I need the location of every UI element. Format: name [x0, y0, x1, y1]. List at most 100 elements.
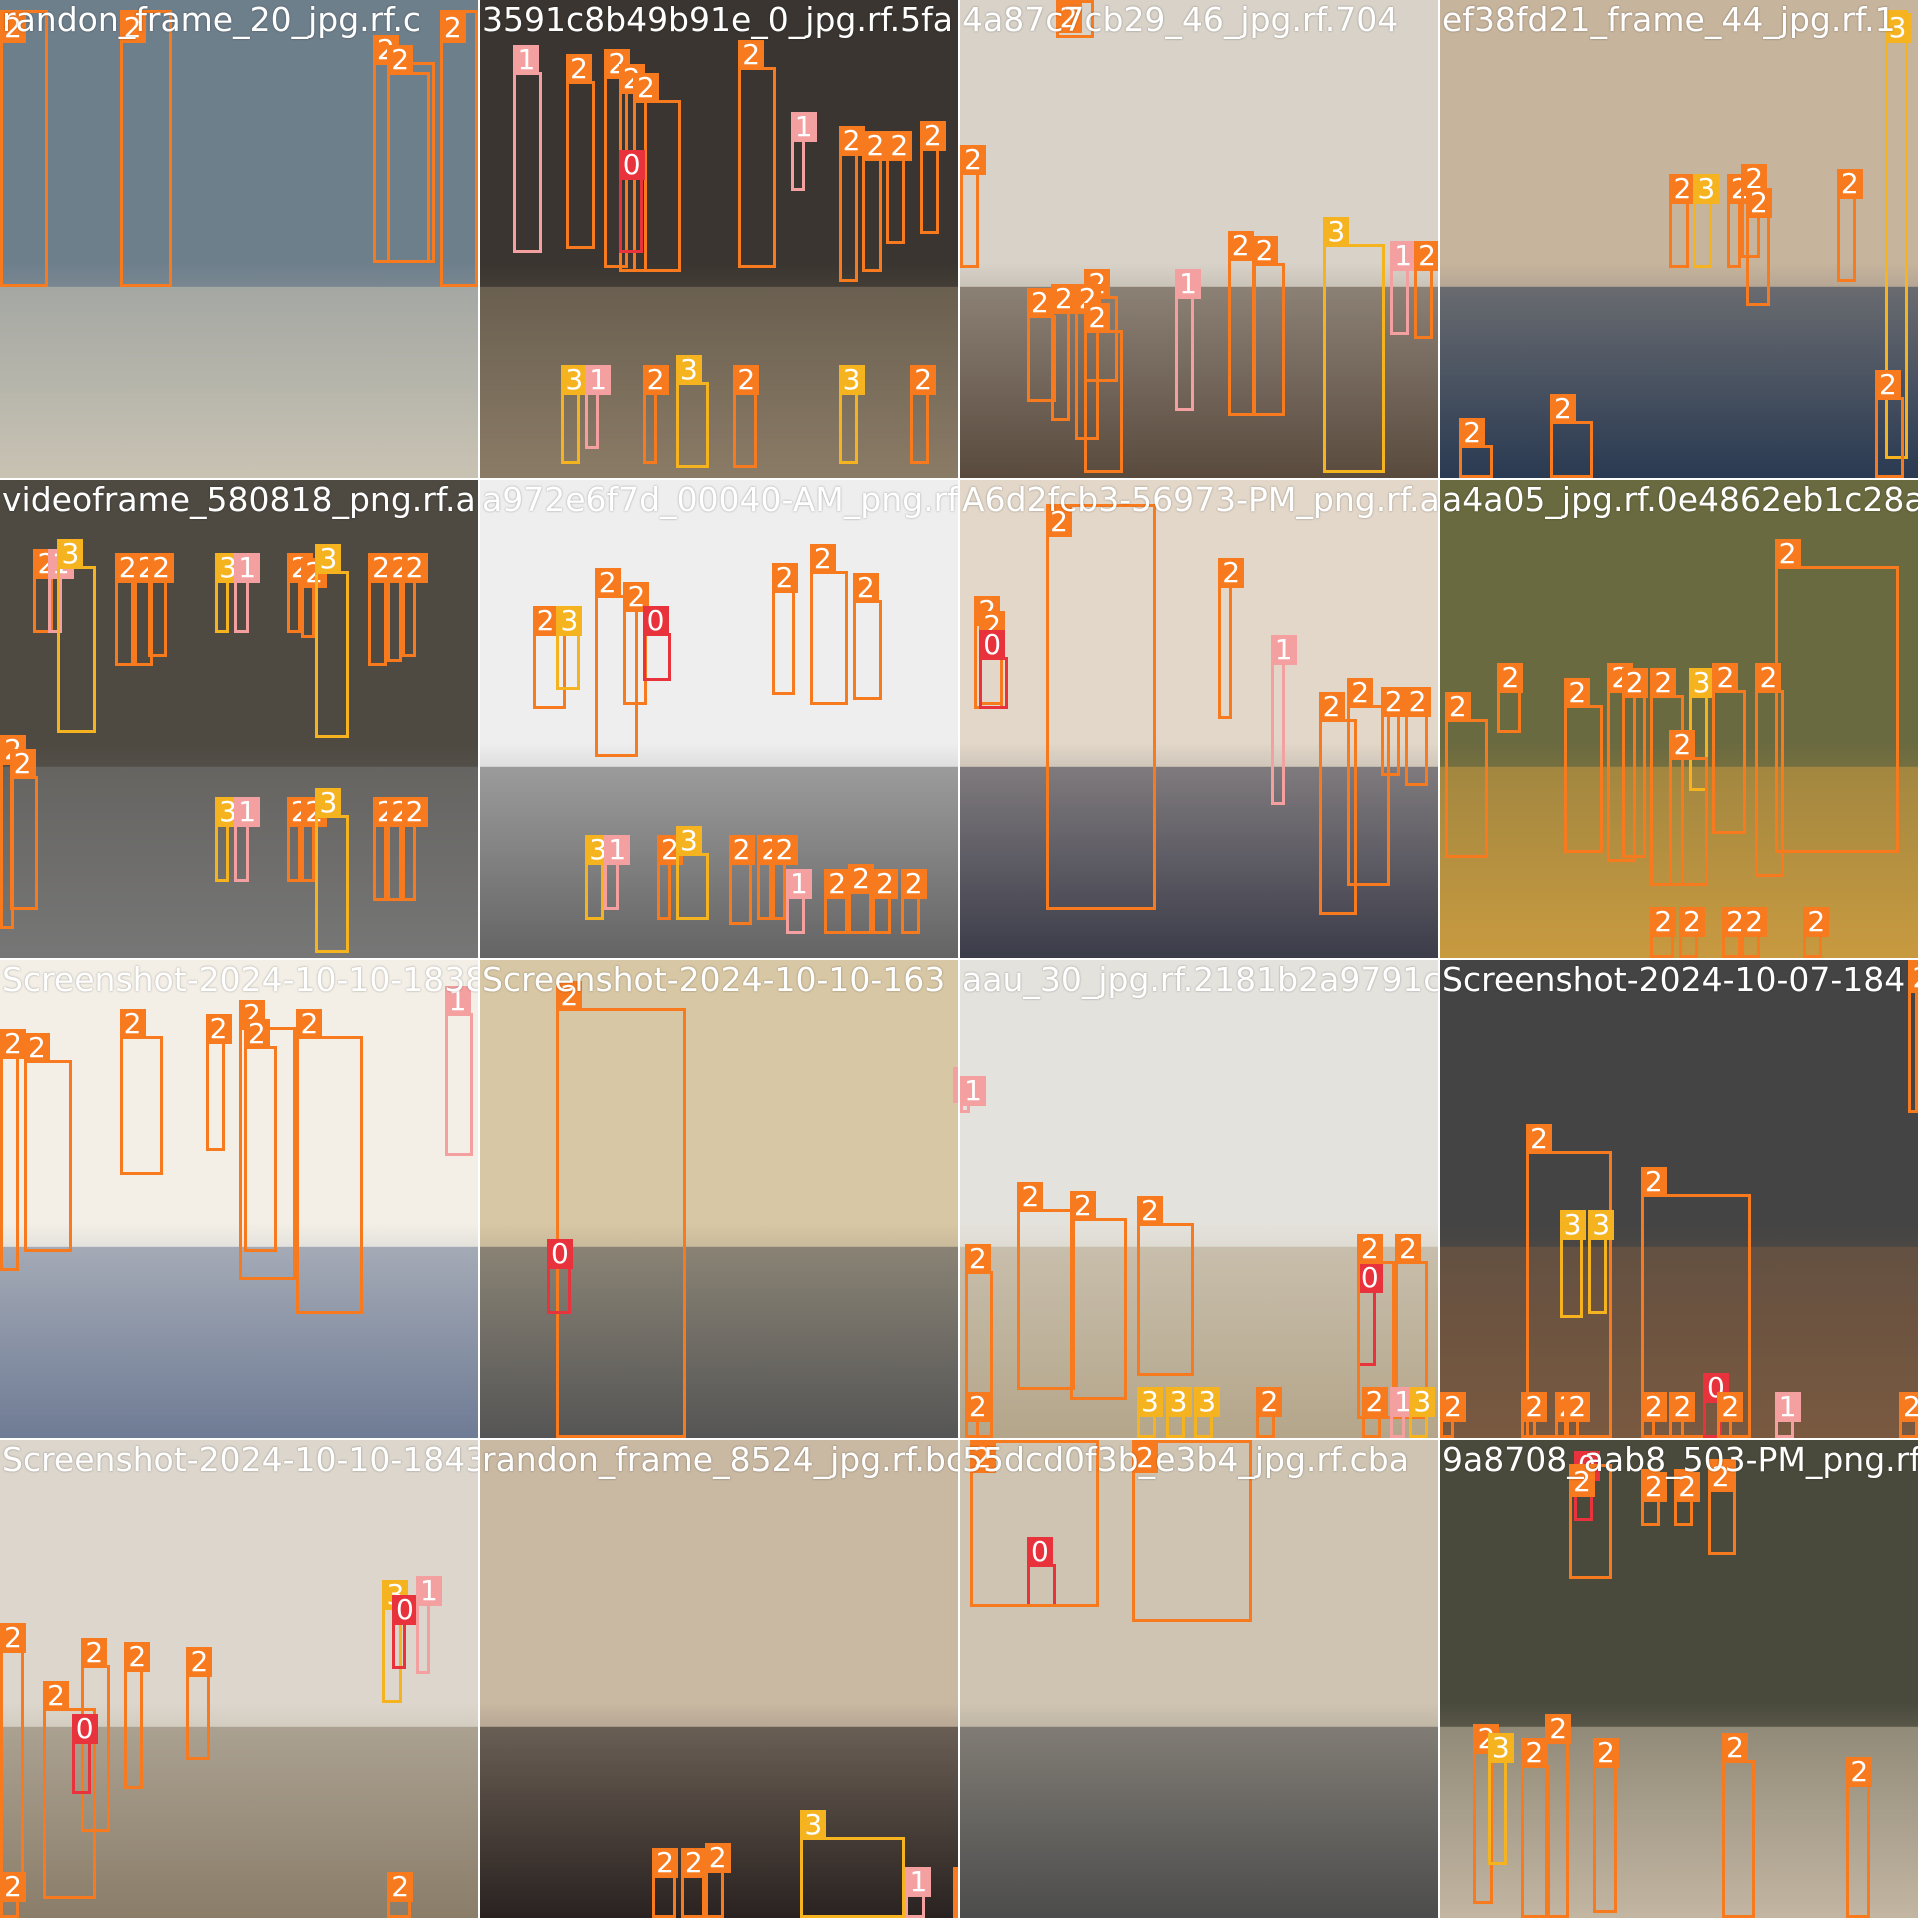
detection-box: 2 [1669, 173, 1696, 268]
mosaic-tile: Screenshot-2024-10-10-18380 2 2 2 2 2 2 2 1 [0, 960, 480, 1440]
class-id-label: 2 [618, 63, 645, 94]
tile-photo [0, 0, 478, 478]
detection-box: 2 [387, 553, 414, 662]
class-id-label: 3 [1409, 1387, 1436, 1418]
class-id-label: 1 [444, 985, 471, 1016]
tile-photo [960, 0, 1438, 478]
class-id-label: 2 [387, 44, 414, 75]
detection-box: 2 [1722, 907, 1749, 958]
class-id-label: 2 [566, 54, 593, 85]
detection-box: 2 [1251, 235, 1286, 416]
detection-box: 2 [1545, 1714, 1572, 1918]
detection-box: 1 [1270, 634, 1297, 806]
class-id-label: 2 [953, 1867, 958, 1898]
detection-box: 2 [1707, 1459, 1737, 1555]
class-id-label: 2 [1055, 3, 1082, 33]
class-id-label: 1 [790, 111, 817, 142]
class-id-label: 2 [43, 1680, 70, 1711]
detection-box: 2 [1836, 168, 1863, 282]
detection-box: 2 [372, 797, 399, 901]
detection-box: 2 [1640, 1468, 1667, 1527]
class-id-label: 1 [1270, 634, 1297, 665]
detection-box: 2 [9, 749, 39, 911]
detection-box: 2 [43, 1680, 96, 1899]
detection-box: 2 [301, 558, 328, 638]
class-id-label: 2 [1741, 907, 1768, 938]
class-id-label: 2 [205, 1014, 232, 1045]
detection-box: 2 [205, 1014, 232, 1152]
detection-box: 3 [1588, 1210, 1615, 1314]
detection-box: 1 [1175, 269, 1202, 412]
detection-box: 2 [862, 130, 889, 273]
class-id-label: 2 [148, 553, 175, 584]
class-id-label: 2 [556, 980, 583, 1011]
class-id-label: 2 [1414, 240, 1438, 271]
detection-box: 2 [1440, 1391, 1466, 1438]
detection-box: 2 [1218, 558, 1245, 719]
class-id-label: 2 [296, 1009, 323, 1040]
class-id-label: 2 [1440, 1391, 1466, 1422]
detection-box: 2 [871, 868, 898, 935]
class-id-label: 2 [969, 1443, 996, 1473]
class-id-label: 2 [1564, 1391, 1591, 1422]
class-id-label: 2 [1745, 188, 1772, 219]
class-id-label: 0 [979, 629, 1006, 660]
detection-box: 2 [964, 1391, 991, 1438]
class-id-label: 2 [1569, 1466, 1596, 1497]
tile-photo [480, 0, 958, 478]
detection-box: 2 [969, 1440, 1099, 1608]
tile-photo [480, 480, 958, 958]
detection-box: 2 [1549, 393, 1593, 478]
detection-box: 1 [234, 553, 261, 633]
detection-box: 2 [387, 1871, 414, 1918]
class-id-label: 1 [905, 1867, 932, 1898]
class-id-label: 2 [0, 1623, 26, 1654]
detection-box: 2 [0, 1871, 26, 1918]
class-id-label: 2 [1803, 907, 1830, 938]
class-id-label: 1 [604, 835, 631, 866]
mosaic-tile: videoframe_580818_png.rf.a21322231223222… [0, 480, 480, 960]
class-id-label: 2 [1874, 369, 1901, 400]
class-id-label: 3 [556, 605, 583, 636]
detection-box: 2 [728, 835, 755, 925]
class-id-label: 2 [1444, 692, 1471, 722]
detection-box: 0 [71, 1714, 98, 1794]
class-id-label: 3 [315, 787, 342, 818]
class-id-label: 2 [910, 364, 937, 395]
detection-box: 1 [1774, 1391, 1801, 1438]
detection-box: 1 [513, 44, 543, 254]
class-id-label: 0 [71, 1714, 98, 1745]
class-id-label: 2 [900, 868, 927, 899]
detection-box: 2 [1050, 283, 1077, 421]
class-id-label: 2 [594, 567, 621, 598]
detection-box: 2 [1592, 1738, 1619, 1914]
detection-box: 2 [1318, 692, 1357, 915]
class-id-label: 2 [824, 868, 851, 899]
detection-box: 2 [1046, 503, 1156, 911]
class-id-label: 2 [0, 1028, 26, 1059]
class-id-label: 2 [1459, 417, 1486, 448]
mosaic-tile: randon_frame_8524_jpg.rf.bc9322212 [480, 1440, 960, 1920]
class-id-label: 3 [1194, 1387, 1221, 1418]
detection-box: 1 [585, 364, 612, 450]
class-id-label: 1 [1774, 1391, 1801, 1422]
detection-box: 2 [114, 553, 141, 667]
detection-box: 2 [838, 125, 865, 282]
class-id-label: 2 [23, 1033, 50, 1064]
class-id-label: 2 [809, 543, 836, 574]
class-id-label: 1 [785, 868, 812, 899]
detection-box: 2 [1774, 539, 1899, 853]
detection-box: 2 [1497, 663, 1524, 734]
detection-box: 3 [57, 539, 96, 734]
detection-box: 2 [1136, 1195, 1195, 1376]
class-id-label: 3 [1487, 1733, 1514, 1764]
detection-box: 2 [1017, 1181, 1075, 1391]
class-id-label: 0 [1026, 1537, 1053, 1568]
detection-box: 2 [1717, 1391, 1744, 1438]
detection-box: 2 [919, 121, 946, 235]
class-id-label: 2 [1132, 1443, 1159, 1473]
detection-box: 2 [1394, 1234, 1429, 1419]
detection-box: 2 [1084, 302, 1123, 474]
detection-box: 3 [1884, 9, 1911, 459]
class-id-label: 2 [532, 605, 559, 636]
